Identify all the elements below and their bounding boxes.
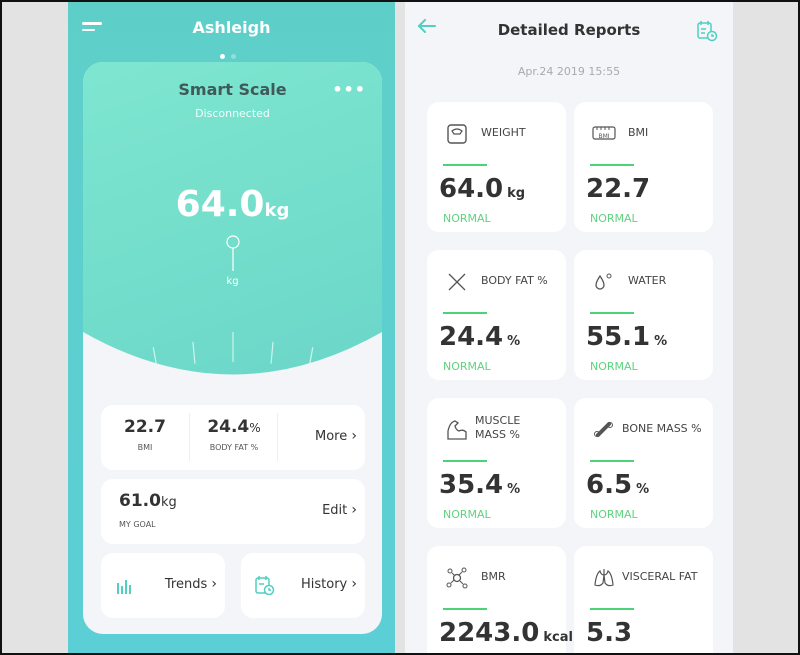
report-card-visceral-fat[interactable]: VISCERAL FAT 5.3 (574, 546, 713, 653)
fat-unit: % (249, 421, 261, 435)
gauge-tick (270, 341, 274, 364)
weight-display: 64.0kg (83, 184, 382, 225)
stats-card[interactable]: 22.7 BMI 24.4% BODY FAT % More › (101, 405, 365, 470)
history-label: History (301, 577, 348, 592)
report-card-bmi[interactable]: BMI BMI 22.7 NORMAL (574, 102, 713, 232)
status-line (443, 164, 487, 166)
weight-gauge: Smart Scale ••• Disconnected 64.0kg kg (83, 62, 382, 392)
detailed-reports-screen: Detailed Reports Apr.24 2019 15:55 WEIGH… (405, 2, 733, 653)
status-label: NORMAL (443, 360, 491, 373)
status-line (590, 608, 634, 610)
report-card-bone-mass[interactable]: BONE MASS % 6.5% NORMAL (574, 398, 713, 528)
metric-unit: % (636, 482, 650, 497)
metric-unit: % (507, 482, 521, 497)
metric-label: BODY FAT % (481, 274, 548, 287)
page-indicator[interactable] (220, 44, 242, 63)
metric-value: 64.0 kg (439, 174, 526, 204)
edit-goal-button[interactable]: Edit › (322, 502, 357, 518)
status-label: NORMAL (590, 360, 638, 373)
water-drop-icon (595, 273, 612, 290)
calendar-history-icon[interactable] (697, 20, 719, 42)
metric-label: BMR (481, 570, 506, 583)
status-label: NORMAL (443, 212, 491, 225)
calendar-clock-icon (255, 576, 275, 595)
report-card-bmr[interactable]: BMR 2243.0 kcal (427, 546, 573, 653)
metric-label: MUSCLE MASS % (475, 414, 521, 441)
status-line (590, 164, 634, 166)
more-options-icon[interactable]: ••• (332, 80, 366, 99)
scale-card: Smart Scale ••• Disconnected 64.0kg kg 2… (83, 62, 382, 634)
goal-label: MY GOAL (119, 520, 156, 529)
report-date: Apr.24 2019 15:55 (517, 65, 621, 78)
bar-chart-icon (117, 580, 131, 594)
menu-icon[interactable] (82, 22, 102, 35)
bone-icon (594, 422, 613, 437)
metric-value: 5.3 (586, 618, 633, 648)
status-line (443, 460, 487, 462)
report-card-body-fat[interactable]: BODY FAT % 24.4% NORMAL (427, 250, 566, 380)
status-line (443, 608, 487, 610)
molecule-icon (446, 567, 468, 589)
gauge-tick (192, 341, 196, 364)
metric-unit: % (654, 334, 668, 349)
metric-unit: kg (507, 186, 526, 201)
status-label: NORMAL (590, 212, 638, 225)
bmi-value: 22.7 (124, 417, 166, 437)
status-label: NORMAL (443, 508, 491, 521)
metric-label: VISCERAL FAT (622, 570, 698, 583)
user-name: Ashleigh (192, 18, 271, 37)
metric-value: 2243.0 kcal (439, 618, 573, 648)
bmi-icon: BMI (592, 126, 616, 140)
fat-label: BODY FAT % (209, 443, 259, 452)
svg-text:BMI: BMI (598, 133, 609, 140)
dna-icon (448, 273, 466, 291)
weight-unit: kg (264, 200, 290, 221)
muscle-icon (447, 420, 467, 440)
bmi-label: BMI (137, 443, 153, 452)
metric-unit: kcal (543, 630, 573, 645)
metric-label: WEIGHT (481, 126, 526, 139)
status-line (590, 312, 634, 314)
scale-icon (447, 124, 467, 144)
back-arrow-icon[interactable] (417, 19, 437, 33)
status-line (443, 312, 487, 314)
metric-value: 6.5% (586, 470, 650, 500)
metric-value: 55.1% (586, 322, 668, 352)
trends-label: Trends (164, 577, 208, 592)
lungs-icon (594, 569, 614, 587)
device-name: Smart Scale (178, 80, 287, 99)
metric-value: 35.4% (439, 470, 521, 500)
report-card-muscle-mass[interactable]: MUSCLE MASS % 35.4% NORMAL (427, 398, 566, 528)
weight-value: 64.0 (175, 184, 265, 225)
status-line (590, 460, 634, 462)
metric-label: BONE MASS % (622, 422, 702, 435)
metric-value: 22.7 (586, 174, 651, 204)
metric-unit: % (507, 334, 521, 349)
goal-unit: kg (160, 495, 177, 510)
page-title: Detailed Reports (497, 21, 641, 39)
needle-unit: kg (226, 276, 239, 287)
metric-label: WATER (628, 274, 667, 287)
metric-value: 24.4% (439, 322, 521, 352)
report-card-weight[interactable]: WEIGHT 64.0 kg NORMAL (427, 102, 566, 232)
more-button[interactable]: More › (315, 428, 357, 444)
report-card-water[interactable]: WATER 55.1% NORMAL (574, 250, 713, 380)
connection-status: Disconnected (195, 107, 270, 120)
fat-value: 24.4 (207, 417, 250, 437)
status-label: NORMAL (590, 508, 638, 521)
trends-button[interactable]: Trends › (101, 553, 225, 618)
gauge-needle-and-ticks (83, 235, 382, 392)
goal-value: 61.0 (119, 491, 161, 511)
history-button[interactable]: History › (241, 553, 365, 618)
goal-card[interactable]: 61.0kg MY GOAL Edit › (101, 479, 365, 544)
home-screen: Ashleigh Smart Scale ••• Disconnected 64… (68, 2, 395, 653)
metric-label: BMI (628, 126, 649, 139)
